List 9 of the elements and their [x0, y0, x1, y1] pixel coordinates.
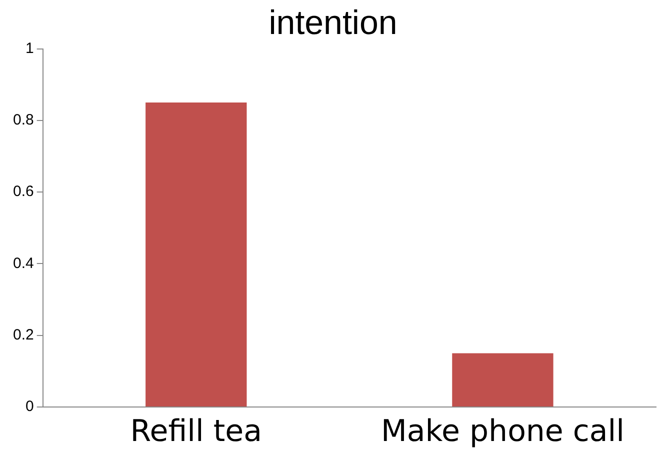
y-tick-label: 0.4: [12, 254, 34, 272]
y-tick-label: 0: [26, 398, 34, 416]
x-tick-label: Refill tea: [130, 414, 262, 449]
y-tick-label: 0.8: [12, 112, 34, 129]
y-tick-label: 0.2: [12, 326, 34, 344]
chart-title: intention: [268, 4, 398, 42]
y-tick-label: 0.6: [12, 183, 34, 200]
y-tick-label: 1: [26, 40, 34, 57]
x-tick-label: Make phone call: [380, 414, 624, 449]
